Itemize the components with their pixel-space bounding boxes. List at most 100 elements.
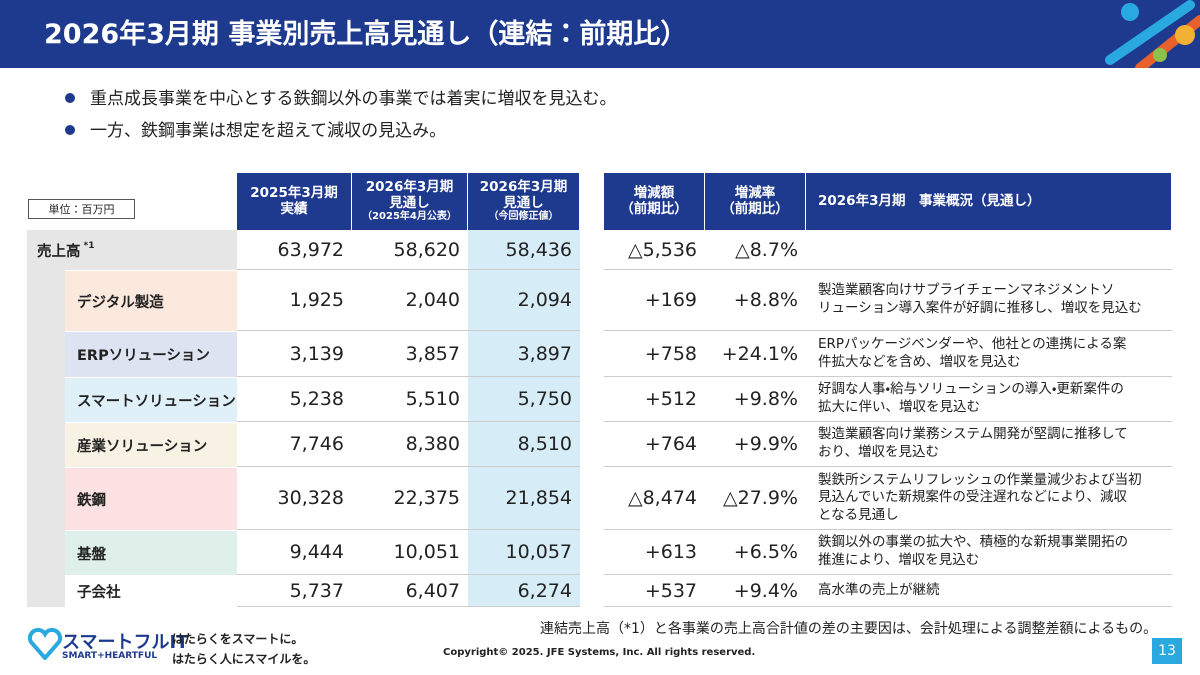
column-header: 増減率 （前期比）: [705, 173, 806, 230]
note-line: 拡大に伴い、増収を見込む: [818, 399, 980, 415]
header-line: （今回修正値）: [488, 211, 559, 223]
note-cell: 製造業顧客向け業務システム開発が堅調に推移して おり、増収を見込む: [806, 422, 1172, 467]
note-cell: 製鉄所システムリフレッシュの作業量減少および当初 見込んでいた新規案件の受注遅れな…: [806, 467, 1172, 530]
table-cell: +758: [604, 331, 705, 377]
table-cell: +169: [604, 270, 705, 331]
table-cell: 21,854: [468, 467, 580, 530]
header-bar: [0, 0, 1200, 68]
row-divider: [237, 466, 468, 467]
column-header: 2026年3月期 見通し （今回修正値）: [468, 173, 580, 230]
header-line: 増減額: [633, 184, 675, 201]
table-cell: 10,051: [352, 530, 468, 575]
tagline: はたらくをスマートに。: [172, 632, 304, 646]
table-cell: +512: [604, 377, 705, 422]
row-divider: [237, 376, 468, 377]
row-label-cell: 売上高 *1: [27, 230, 237, 270]
footnote: 連結売上高（*1）と各事業の売上高合計値の差の主要因は、会計処理による調整差額に…: [540, 621, 1158, 637]
table-cell: +9.9%: [705, 422, 806, 467]
note-cell: [806, 230, 1172, 270]
note-cell: 高水準の売上が継続: [806, 575, 1172, 607]
table-cell: 3,857: [352, 331, 468, 377]
table-cell: 58,620: [352, 230, 468, 270]
header-line: （前期比）: [721, 200, 789, 217]
note-cell: 鉄鋼以外の事業の拡大や、積極的な新規事業開拓の 推進により、増収を見込む: [806, 530, 1172, 575]
title: 2026年3月期 事業別売上高見通し（連結：前期比）: [44, 19, 688, 50]
logo-sub: SMART+HEARTFUL: [62, 651, 158, 661]
table-cell: △5,536: [604, 230, 705, 270]
table-cell: 7,746: [237, 422, 352, 467]
copyright: Copyright© 2025. JFE Systems, Inc. All r…: [443, 647, 756, 658]
tagline: はたらく人にスマイルを。: [172, 652, 316, 666]
table-cell: 6,274: [468, 575, 580, 607]
table-cell: +613: [604, 530, 705, 575]
table-cell: 5,750: [468, 377, 580, 422]
row-divider: [237, 574, 468, 575]
column-header: 増減額 （前期比）: [604, 173, 705, 230]
row-divider: [237, 269, 468, 270]
note-line: 推進により、増収を見込む: [818, 552, 980, 568]
row-label: 鉄鋼: [77, 492, 106, 509]
note-line: ERPパッケージベンダーや、他社との連携による案: [818, 335, 1127, 352]
column-header: 2026年3月期 事業概況（見通し）: [806, 173, 1172, 230]
unit-label: 単位：百万円: [28, 199, 135, 219]
page-number: 13: [1152, 638, 1182, 664]
note-line: 高水準の売上が継続: [818, 581, 940, 598]
row-label: スマートソリューション: [77, 393, 236, 410]
row-label: 産業ソリューション: [77, 438, 208, 455]
header-line: （2025年4月公表）: [362, 211, 457, 223]
table-cell: 30,328: [237, 467, 352, 530]
table-cell: +9.8%: [705, 377, 806, 422]
table-cell: △27.9%: [705, 467, 806, 530]
highlight-column: [468, 230, 580, 607]
row-divider: [237, 606, 468, 607]
row-label-sup: *1: [83, 241, 95, 251]
bullet-dot: [65, 125, 75, 135]
note-line: リューション導入案件が好調に推移し、増収を見込む: [818, 300, 1142, 316]
row-label-cell: ERPソリューション: [65, 331, 237, 377]
note-line: 製造業顧客向けサプライチェーンマネジメントソ: [818, 282, 1115, 299]
header-line: 2026年3月期: [479, 179, 568, 196]
note-cell: 製造業顧客向けサプライチェーンマネジメントソ リューション導入案件が好調に推移し、…: [806, 270, 1172, 331]
logo-heart: [28, 628, 62, 660]
table-cell: 1,925: [237, 270, 352, 331]
table-cell: +6.5%: [705, 530, 806, 575]
row-label-cell: スマートソリューション: [65, 377, 237, 422]
table-cell: 3,897: [468, 331, 580, 377]
table-cell: +537: [604, 575, 705, 607]
note-line: 鉄鋼以外の事業の拡大や、積極的な新規事業開拓の: [818, 534, 1129, 551]
table-cell: 5,737: [237, 575, 352, 607]
header-line: 2026年3月期 事業概況（見通し）: [818, 192, 1041, 209]
table-cell: +8.8%: [705, 270, 806, 331]
row-label-cell: デジタル製造: [65, 270, 237, 331]
note-line: 製鉄所システムリフレッシュの作業量減少および当初: [818, 471, 1142, 488]
label-strip: [27, 230, 65, 607]
row-label-cell: 鉄鋼: [65, 467, 237, 530]
table-cell: 10,057: [468, 530, 580, 575]
row-divider: [237, 330, 468, 331]
table-cell: 22,375: [352, 467, 468, 530]
table-cell: +764: [604, 422, 705, 467]
row-label: デジタル製造: [77, 294, 164, 311]
table-cell: 2,040: [352, 270, 468, 331]
table-cell: 6,407: [352, 575, 468, 607]
header-line: 見通し: [503, 194, 544, 211]
note-line: 件拡大などを含め、増収を見込む: [818, 353, 1021, 370]
header-line: （前期比）: [620, 200, 688, 217]
table-cell: +24.1%: [705, 331, 806, 377]
table-cell: 5,510: [352, 377, 468, 422]
note-line: 好調な人事・給与ソリューションの導入・更新案件の: [818, 381, 1124, 398]
column-header: 2026年3月期 見通し （2025年4月公表）: [352, 173, 468, 230]
note-line: となる見通し: [818, 506, 899, 523]
table-cell: +9.4%: [705, 575, 806, 607]
table-cell: 63,972: [237, 230, 352, 270]
table-cell: 58,436: [468, 230, 580, 270]
bullet-text: 一方、鉄鋼事業は想定を超えて減収の見込み。: [90, 121, 447, 141]
note-line: 見込んでいた新規案件の受注遅れなどにより、減収: [818, 489, 1128, 506]
header-line: 2026年3月期: [365, 179, 454, 196]
bullet-dot: [65, 93, 75, 103]
header-decoration: [1105, 0, 1200, 68]
row-label: 基盤: [77, 546, 106, 563]
row-label: 売上高: [37, 243, 81, 260]
table-cell: 9,444: [237, 530, 352, 575]
